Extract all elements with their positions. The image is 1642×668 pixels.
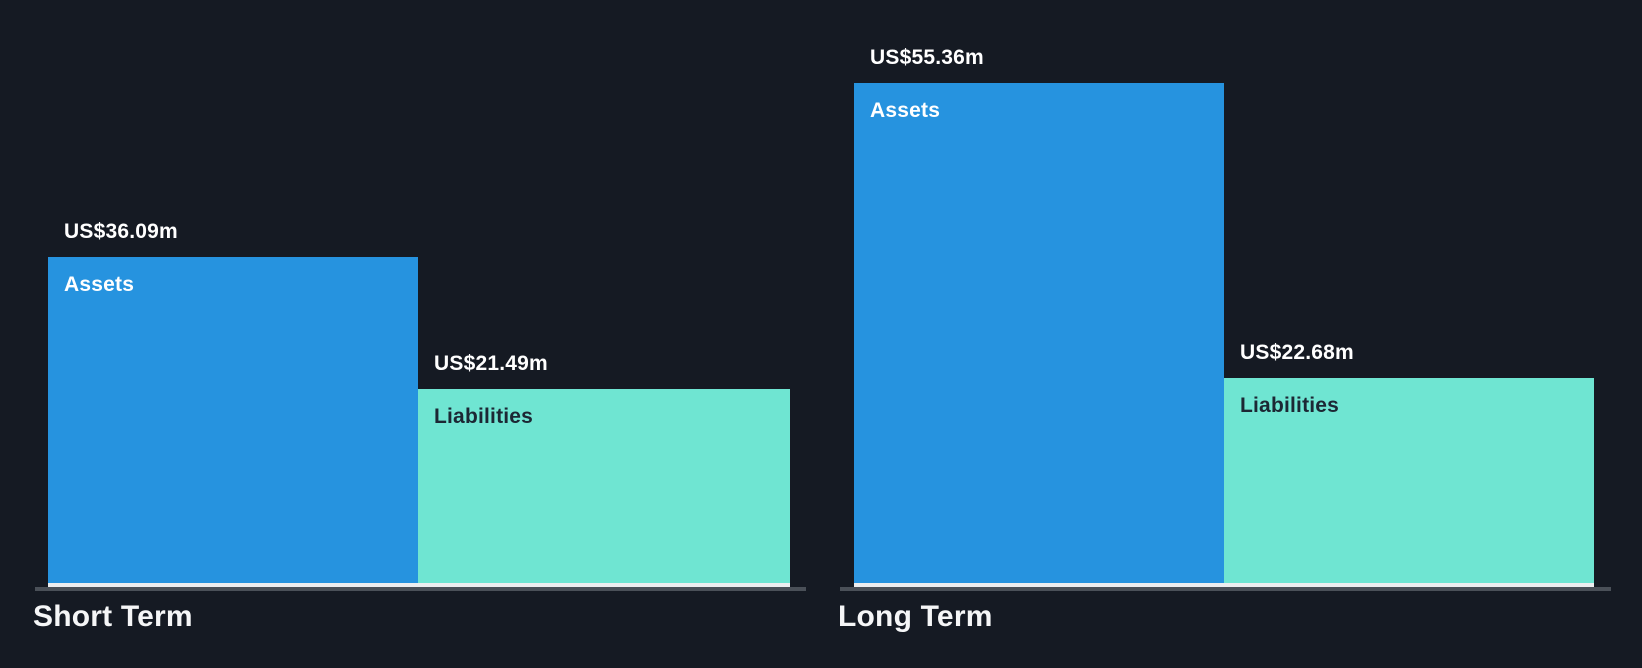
bar-value-label: US$22.68m	[1240, 341, 1354, 364]
bar-value-label: US$55.36m	[870, 46, 984, 69]
bar-short-term-assets: US$36.09m Assets	[48, 220, 418, 583]
category-label-short-term: Short Term	[33, 600, 193, 633]
bar-short-term-liabilities: US$21.49m Liabilities	[418, 352, 790, 583]
bar-series-label: Assets	[64, 273, 135, 296]
bar-value-label: US$36.09m	[64, 220, 178, 243]
x-axis-line-short-term	[35, 587, 806, 591]
bar-series-label: Liabilities	[434, 405, 534, 428]
bar-long-term-liabilities: US$22.68m Liabilities	[1224, 341, 1594, 583]
x-axis-line-long-term	[840, 587, 1611, 591]
bar-series-label: Liabilities	[1240, 394, 1340, 417]
bar-series-label: Assets	[870, 99, 941, 122]
category-label-long-term: Long Term	[838, 600, 993, 633]
bar-long-term-assets: US$55.36m Assets	[854, 46, 1224, 583]
bar-value-label: US$21.49m	[434, 352, 548, 375]
